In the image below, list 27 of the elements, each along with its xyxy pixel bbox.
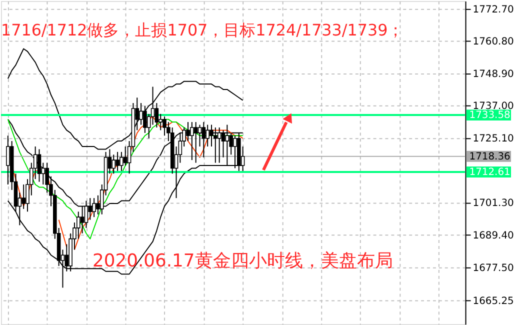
candlestick <box>206 124 210 147</box>
candlestick <box>139 102 143 126</box>
candlestick <box>217 126 222 164</box>
candlestick <box>37 148 42 182</box>
y-tick-label: 1760.80 <box>472 36 514 48</box>
candlestick <box>194 122 198 164</box>
y-tick-label: 1665.25 <box>472 296 514 308</box>
candlestick <box>202 122 206 158</box>
candlestick <box>190 122 194 161</box>
y-tick-label: 1689.40 <box>472 230 514 242</box>
candlestick <box>116 151 120 172</box>
candlestick <box>112 154 116 174</box>
y-tick-label: 1772.70 <box>472 4 514 16</box>
ref-line-label: 1733.58 <box>469 110 510 122</box>
candlestick <box>22 184 26 210</box>
ref-line-label: 1718.36 <box>469 151 510 162</box>
y-tick-label: 1677.50 <box>472 262 514 274</box>
candlestick <box>123 146 128 166</box>
annotation: 1716/1712做多，止损1707，目标1724/1733/1739； <box>0 20 404 40</box>
candlestick <box>198 124 202 147</box>
y-tick-label: 1701.30 <box>472 198 514 210</box>
candlestick <box>6 135 10 185</box>
y-tick-label: 1725.10 <box>472 134 514 145</box>
ref-line-label: 1712.61 <box>469 166 510 178</box>
candlestick <box>186 122 190 142</box>
candlestick <box>214 126 218 164</box>
y-tick-label: 1748.90 <box>472 68 514 80</box>
